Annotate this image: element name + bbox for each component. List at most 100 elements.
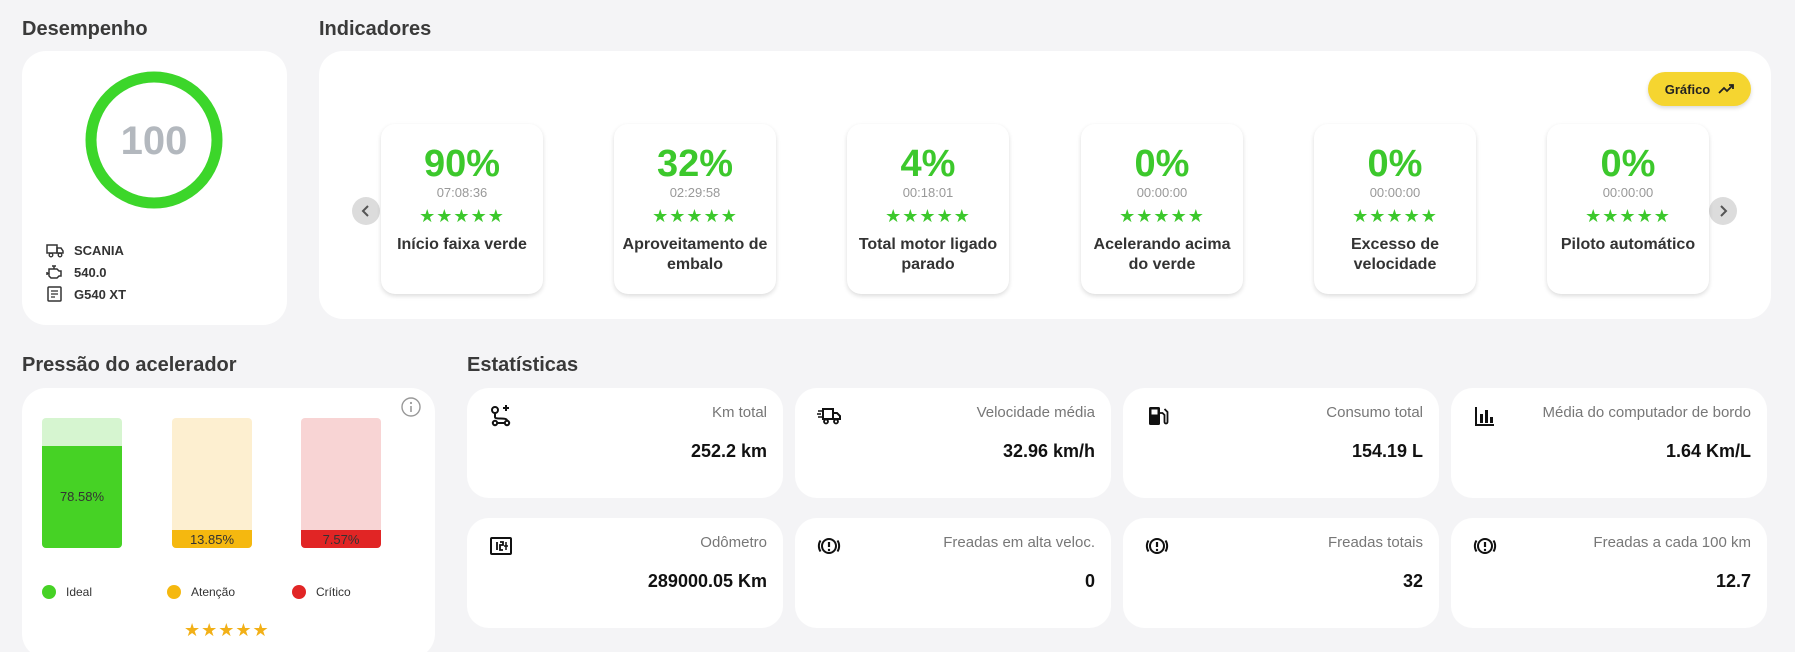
indicator-stars: ★★★★★ [419,206,505,226]
critico-bar: 7.57% [301,418,381,548]
indicator-time: 00:18:01 [902,185,954,200]
stat-value: 252.2 km [690,441,767,461]
truck-speed-icon [817,408,841,425]
score-arc [85,71,223,209]
stat-consumo-total: Consumo total 154.19 L [1123,388,1439,498]
fuel-pump-icon [1149,407,1169,425]
stat-label: Freadas totais [1327,534,1423,551]
desempenho-title: Desempenho [22,18,148,40]
estatisticas-title: Estatísticas [467,354,579,376]
indicator-percent: 4% [900,143,956,185]
stat-value: 32 [1402,571,1423,591]
legend-dot-critico [292,585,306,599]
stat-label: Odômetro [700,534,767,551]
stat-freadas-alta-veloc: Freadas em alta veloc. 0 [795,518,1111,628]
performance-card: 100 SCANIA 540.0 G540 XT [22,51,287,325]
info-icon[interactable] [400,396,422,418]
pressao-title: Pressão do acelerador [22,354,237,376]
indicator-percent: 0% [1600,143,1656,185]
stat-label: Km total [711,404,767,421]
stat-km-total: Km total 252.2 km [467,388,783,498]
indicator-card[interactable]: 0% 00:00:00 ★★★★★ Acelerando acima do ve… [1081,124,1243,294]
indicator-label: Excesso de velocidade [1350,236,1440,273]
vehicle-engine: 540.0 [74,264,107,280]
stat-label: Média do computador de bordo [1542,404,1751,421]
stat-odometro: Odômetro 289000.05 Km [467,518,783,628]
score-value: 100 [121,119,188,163]
legend-label-ideal: Ideal [66,585,93,599]
accelerator-pressure-card: 78.58% 13.85% 7.57% Ideal Atenção Crític… [22,388,435,652]
stat-label: Consumo total [1326,404,1423,421]
vehicle-brand-row: SCANIA [46,242,124,258]
stat-value: 0 [1084,571,1095,591]
indicator-card[interactable]: 0% 00:00:00 ★★★★★ Excesso de velocidade [1314,124,1476,294]
stat-value: 289000.05 Km [647,571,767,591]
indicator-label: Aproveitamento de embalo [622,236,768,273]
pressure-stars: ★★★★★ [184,620,270,640]
indicator-label: Acelerando acima do verde [1093,236,1231,273]
carousel-next-button[interactable] [1709,197,1737,225]
stat-label: Freadas em alta veloc. [943,534,1095,551]
brake-warning-icon [1473,538,1497,554]
stat-freadas-totais: Freadas totais 32 [1123,518,1439,628]
ideal-bar: 78.58% [42,418,122,548]
legend-dot-ideal [42,585,56,599]
atencao-bar-fill: 13.85% [172,530,252,548]
stat-label: Freadas a cada 100 km [1593,534,1751,551]
stat-velocidade-media: Velocidade média 32.96 km/h [795,388,1111,498]
vehicle-brand: SCANIA [74,242,124,258]
indicator-label: Início faixa verde [397,236,527,253]
indicator-card[interactable]: 32% 02:29:58 ★★★★★ Aproveitamento de emb… [614,124,776,294]
indicator-stars: ★★★★★ [1352,206,1438,226]
stat-media-computador: Média do computador de bordo 1.64 Km/L [1451,388,1767,498]
vehicle-model: G540 XT [74,286,127,302]
legend-dot-atencao [167,585,181,599]
atencao-bar: 13.85% [172,418,252,548]
legend-ideal: Ideal [42,585,92,599]
indicator-stars: ★★★★★ [652,206,738,226]
indicator-time: 07:08:36 [436,185,488,200]
indicator-time: 00:00:00 [1369,185,1421,200]
stat-value: 1.64 Km/L [1665,441,1751,461]
graph-button[interactable]: Gráfico [1648,72,1751,106]
indicators-card: Gráfico 90% 07:08:36 ★★★★★ Início faixa … [319,51,1771,319]
legend-label-atencao: Atenção [191,585,236,599]
bar-chart-icon [1475,407,1494,426]
indicator-card[interactable]: 0% 00:00:00 ★★★★★ Piloto automático [1547,124,1709,294]
indicator-stars: ★★★★★ [1119,206,1205,226]
indicator-percent: 0% [1367,143,1423,185]
stat-label: Velocidade média [976,404,1095,421]
route-icon [491,405,511,427]
indicator-percent: 32% [656,143,734,185]
trending-up-icon [1718,84,1735,94]
indicator-time: 02:29:58 [669,185,721,200]
brake-warning-icon [1145,538,1169,554]
legend-critico: Crítico [292,585,351,599]
critico-bar-label: 7.57% [322,531,360,547]
carousel-prev-button[interactable] [352,197,380,225]
indicadores-title: Indicadores [319,18,432,40]
ideal-bar-label: 78.58% [59,489,105,505]
indicator-stars: ★★★★★ [1585,206,1671,226]
score-gauge: 100 [85,71,223,209]
stat-value: 32.96 km/h [1002,441,1095,461]
indicator-card[interactable]: 4% 00:18:01 ★★★★★ Total motor ligado par… [847,124,1009,294]
chevron-left-icon [361,205,369,217]
ideal-bar-fill: 78.58% [42,445,122,548]
indicator-stars: ★★★★★ [885,206,971,226]
chevron-right-icon [1720,205,1728,217]
indicator-card[interactable]: 90% 07:08:36 ★★★★★ Início faixa verde [381,124,543,294]
indicator-percent: 0% [1134,143,1190,185]
stat-freadas-100km: Freadas a cada 100 km 12.7 [1451,518,1767,628]
legend-atencao: Atenção [167,585,235,599]
vehicle-engine-row: 540.0 [46,264,107,280]
stat-value: 154.19 L [1351,441,1423,461]
indicator-time: 00:00:00 [1136,185,1188,200]
critico-bar-fill: 7.57% [301,530,381,548]
vehicle-model-row: G540 XT [46,286,126,302]
legend-label-critico: Crítico [316,585,351,599]
odometer-icon [490,537,512,555]
document-icon [47,286,62,302]
stat-value: 12.7 [1715,571,1751,591]
engine-icon [46,265,62,279]
